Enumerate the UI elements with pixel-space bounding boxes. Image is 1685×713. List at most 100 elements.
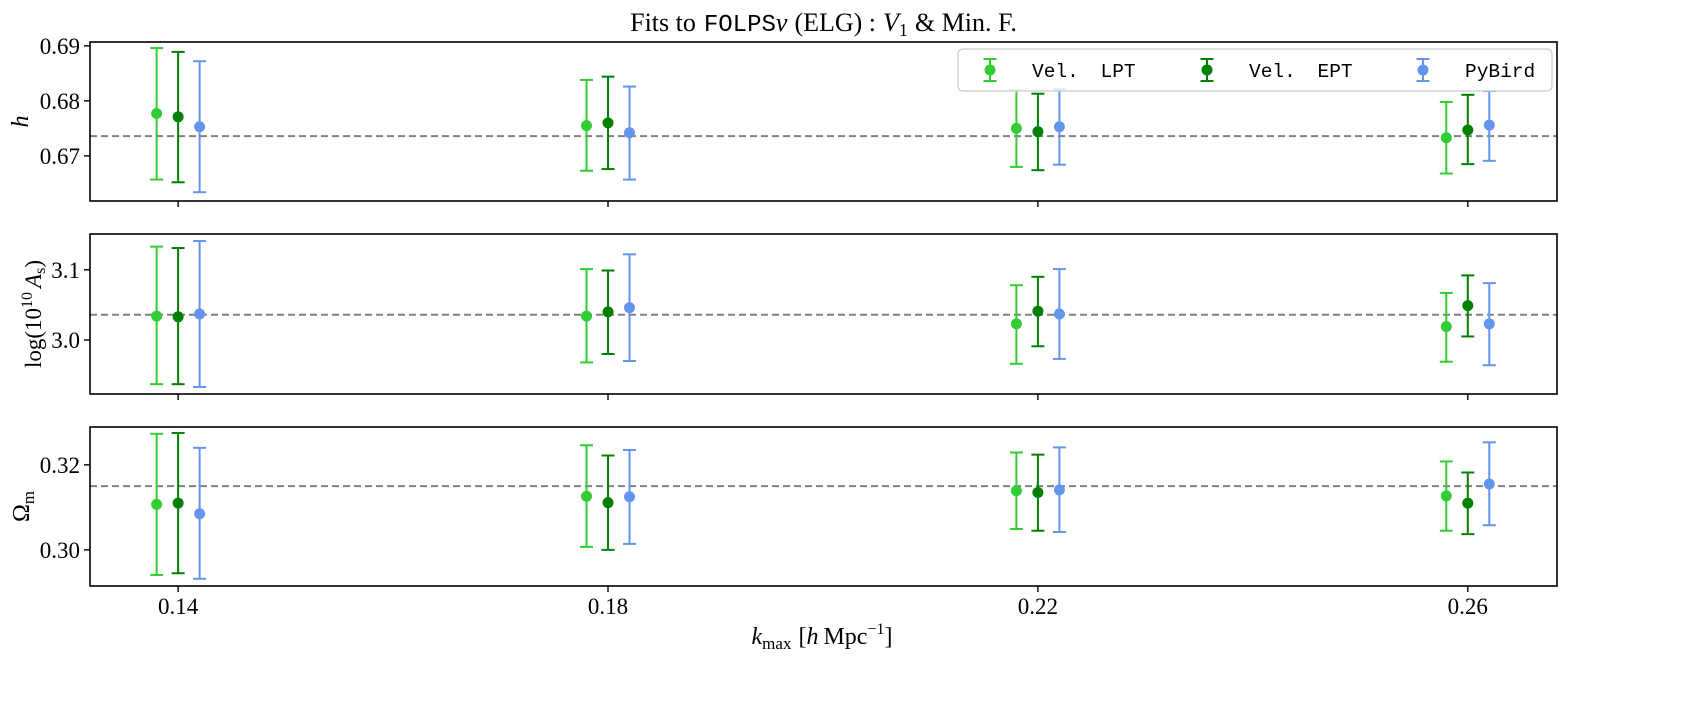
legend-entry-pybird: PyBird <box>1416 58 1535 83</box>
y-axis-label-h: h <box>8 116 34 128</box>
y-tick-label: 3.1 <box>51 258 80 283</box>
data-point-pybird <box>1483 478 1495 490</box>
series-pybird <box>193 441 1496 580</box>
data-point-vel-lpt <box>1010 485 1022 497</box>
y-axis-label-log-exp: 10 <box>19 292 36 308</box>
series-vel-ept <box>171 247 1475 386</box>
data-point-vel-ept <box>602 306 614 318</box>
data-point-vel-lpt <box>151 310 163 322</box>
legend-marker-icon <box>984 64 996 76</box>
data-point-vel-ept <box>172 111 184 123</box>
legend-label: Vel. LPT <box>1032 61 1136 83</box>
y-axis-label-log-post: ) <box>21 260 46 268</box>
y-tick-label: 0.68 <box>40 89 80 114</box>
x-axis-label: kmax [h Mpc−1] <box>752 621 893 653</box>
data-point-pybird <box>624 302 636 314</box>
data-point-vel-lpt <box>1440 490 1452 502</box>
y-axis-label-log-sub: s <box>32 268 49 274</box>
data-point-vel-ept <box>1032 305 1044 317</box>
data-point-vel-lpt <box>1010 122 1022 134</box>
data-point-vel-ept <box>172 497 184 509</box>
y-tick-label: 0.32 <box>40 453 80 478</box>
series-vel-lpt <box>150 245 1453 386</box>
y-axis-label-log-as: log(1010 As) <box>19 260 49 368</box>
title-nu: ν <box>776 8 788 37</box>
data-point-pybird <box>1053 484 1065 496</box>
title-v: V <box>883 8 902 37</box>
data-point-vel-lpt <box>581 120 593 132</box>
data-point-vel-ept <box>1032 126 1044 138</box>
x-axis-label-h: h <box>806 624 818 650</box>
x-axis-label-close: ] <box>884 624 892 650</box>
data-point-vel-ept <box>172 311 184 323</box>
data-point-pybird <box>1483 119 1495 131</box>
series-vel-lpt <box>150 432 1453 576</box>
panel-h: 0.67 0.68 0.69 <box>40 34 1558 207</box>
data-point-pybird <box>624 127 636 139</box>
chart-title: Fits to FOLPSν (ELG) : V1 & Min. F. <box>630 8 1017 40</box>
y-tick-label: 0.67 <box>40 144 80 169</box>
data-point-vel-lpt <box>1440 321 1452 333</box>
data-point-vel-lpt <box>151 498 163 510</box>
y-axis-label-omega-m: Ωm <box>9 491 38 522</box>
data-point-vel-ept <box>602 117 614 129</box>
title-sample: (ELG) : <box>794 8 876 37</box>
data-point-pybird <box>1483 318 1495 330</box>
axes-frame <box>89 426 1558 587</box>
x-axis-label-unit: Mpc <box>823 624 867 650</box>
data-point-pybird <box>194 308 206 320</box>
data-point-vel-lpt <box>1010 318 1022 330</box>
panel-log-as: 3.0 3.1 <box>51 233 1558 400</box>
legend-marker-icon <box>1417 64 1429 76</box>
data-point-pybird <box>194 121 206 133</box>
title-lead: Fits to <box>630 8 696 37</box>
series-pybird <box>193 240 1496 388</box>
data-point-vel-lpt <box>1440 132 1452 144</box>
legend: Vel. LPT Vel. EPT PyBird <box>957 48 1553 92</box>
data-point-pybird <box>624 491 636 503</box>
plot-area: 0.670.680.693.03.10.300.320.14 0.18 0.22 0.… <box>40 34 1558 619</box>
y-tick-label: 0.69 <box>40 34 80 59</box>
x-tick-label: 0.14 <box>158 594 199 619</box>
axes-frame <box>89 233 1558 395</box>
data-point-vel-ept <box>1462 300 1474 312</box>
series-vel-lpt <box>150 47 1453 181</box>
panel-omega-m: 0.30 0.32 0.14 0.18 0.22 0.26 <box>40 426 1558 619</box>
title-code: FOLPS <box>704 12 776 39</box>
data-point-pybird <box>1053 121 1065 133</box>
legend-label: PyBird <box>1465 61 1535 83</box>
x-axis-label-sub: max <box>762 634 792 653</box>
legend-label: Vel. EPT <box>1249 61 1353 83</box>
x-axis-label-var: k <box>752 624 763 650</box>
x-axis-label-exp: −1 <box>867 621 884 638</box>
data-point-vel-ept <box>1462 124 1474 136</box>
y-axis-label-log-pre: log(10 <box>21 308 46 368</box>
series-vel-ept <box>171 50 1475 184</box>
data-point-vel-lpt <box>581 310 593 322</box>
series-vel-ept <box>171 431 1475 575</box>
y-tick-label: 3.0 <box>51 328 80 353</box>
y-axis-label-omega-sub: m <box>19 491 38 504</box>
data-point-vel-lpt <box>581 490 593 502</box>
legend-entry-vel-lpt: Vel. LPT <box>983 58 1136 83</box>
x-axis-label-open: [ <box>798 624 806 650</box>
x-tick-label: 0.22 <box>1018 594 1058 619</box>
y-axis-label-h-var: h <box>8 116 34 128</box>
x-tick-label: 0.18 <box>588 594 628 619</box>
y-axis-label-log-var: A <box>21 273 46 290</box>
data-point-vel-ept <box>1032 486 1044 498</box>
data-point-pybird <box>194 508 206 520</box>
axes-frame <box>89 41 1558 202</box>
data-point-vel-ept <box>602 497 614 509</box>
legend-marker-icon <box>1201 64 1213 76</box>
y-tick-label: 0.30 <box>40 538 80 563</box>
series-pybird <box>193 60 1496 194</box>
data-point-vel-lpt <box>151 108 163 120</box>
legend-frame <box>957 48 1553 92</box>
data-point-vel-ept <box>1462 497 1474 509</box>
x-tick-label: 0.26 <box>1448 594 1488 619</box>
title-v-subscript: 1 <box>899 20 908 40</box>
title-tail: & Min. F. <box>915 8 1017 37</box>
